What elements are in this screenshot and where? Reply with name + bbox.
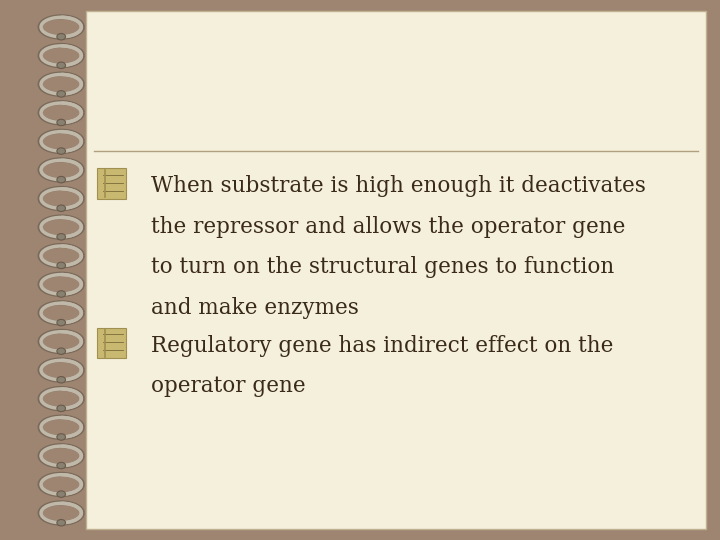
Text: operator gene: operator gene <box>151 375 306 397</box>
Text: Regulatory gene has indirect effect on the: Regulatory gene has indirect effect on t… <box>151 335 613 356</box>
Ellipse shape <box>57 148 66 154</box>
Ellipse shape <box>57 462 66 469</box>
Ellipse shape <box>57 291 66 297</box>
FancyBboxPatch shape <box>86 11 706 529</box>
Ellipse shape <box>57 177 66 183</box>
Ellipse shape <box>57 119 66 126</box>
Ellipse shape <box>57 405 66 411</box>
Ellipse shape <box>57 376 66 383</box>
Ellipse shape <box>57 205 66 212</box>
Ellipse shape <box>57 62 66 69</box>
Ellipse shape <box>57 319 66 326</box>
FancyBboxPatch shape <box>97 168 126 199</box>
Text: to turn on the structural genes to function: to turn on the structural genes to funct… <box>151 256 614 278</box>
Ellipse shape <box>57 33 66 40</box>
Ellipse shape <box>57 262 66 269</box>
Ellipse shape <box>57 234 66 240</box>
Ellipse shape <box>57 434 66 440</box>
Ellipse shape <box>57 348 66 354</box>
Ellipse shape <box>57 91 66 97</box>
Text: the repressor and allows the operator gene: the repressor and allows the operator ge… <box>151 216 626 238</box>
Ellipse shape <box>57 491 66 497</box>
Text: When substrate is high enough it deactivates: When substrate is high enough it deactiv… <box>151 176 646 197</box>
Text: and make enzymes: and make enzymes <box>151 297 359 319</box>
FancyBboxPatch shape <box>97 328 126 358</box>
Ellipse shape <box>57 519 66 526</box>
